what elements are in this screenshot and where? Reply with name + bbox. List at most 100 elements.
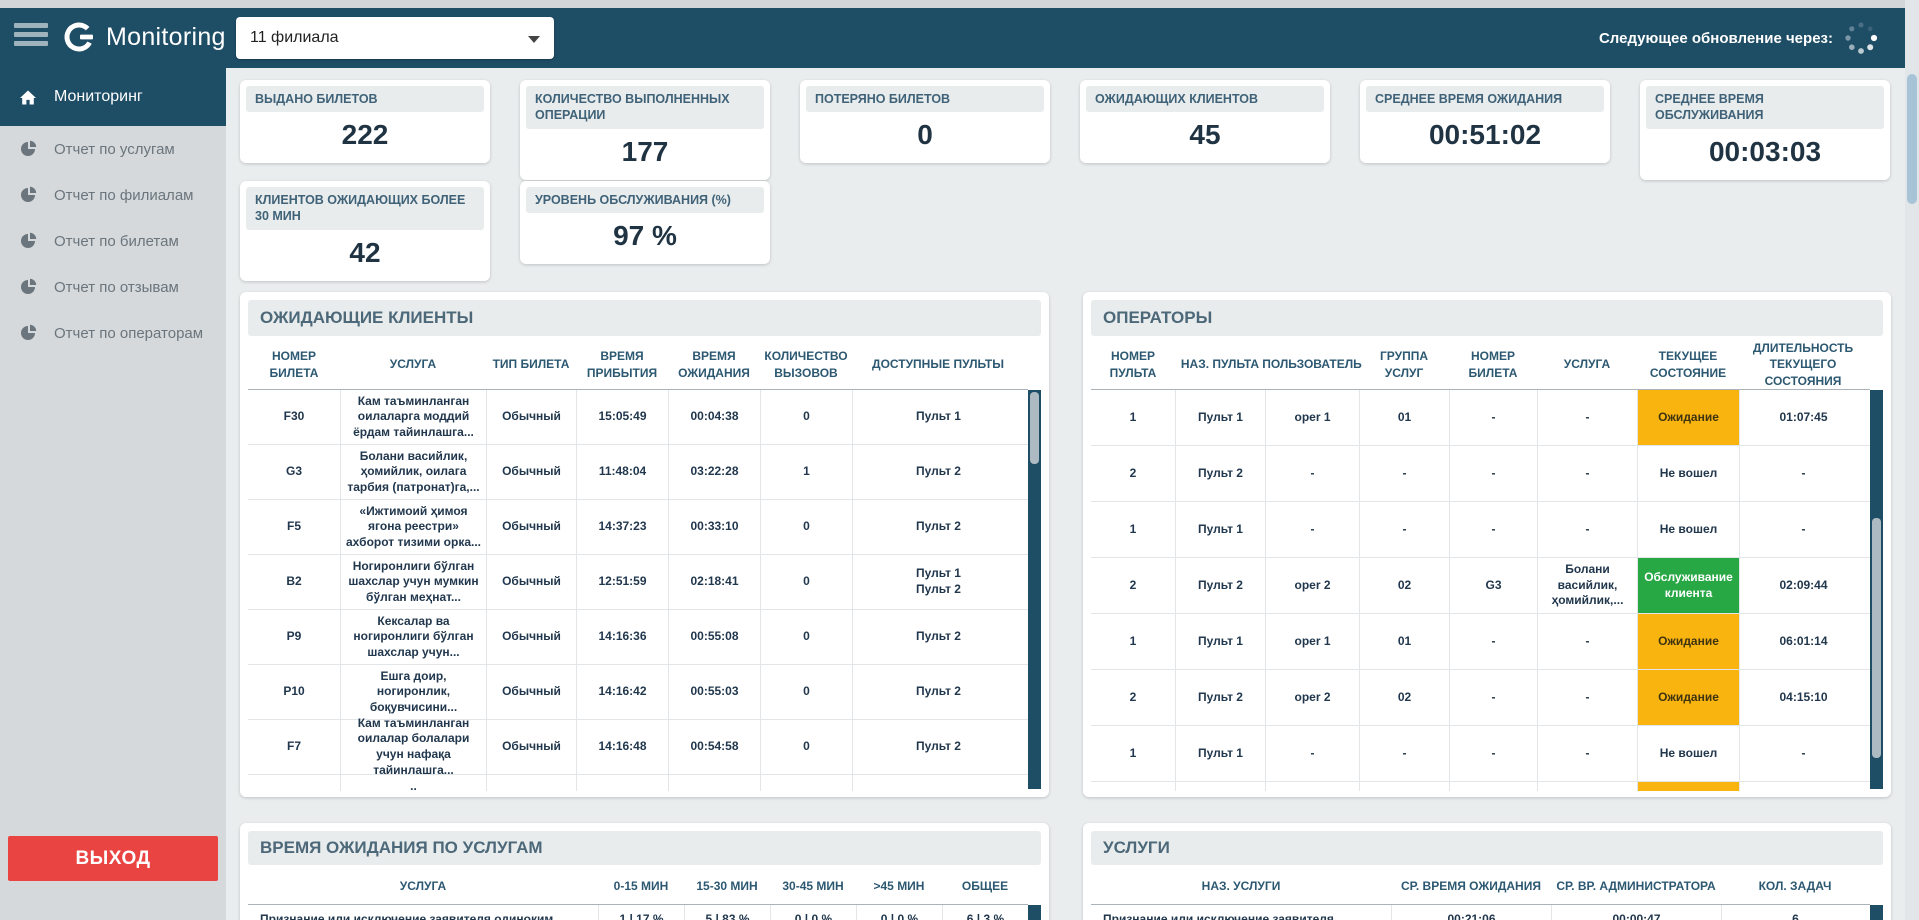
- table-cell: Пульт 2: [1175, 670, 1265, 725]
- logout-button[interactable]: ВЫХОД: [8, 836, 218, 881]
- table-header-row: НАЗ. УСЛУГИ СР. ВРЕМЯ ОЖИДАНИЯ СР. ВР. АДМ…: [1091, 869, 1870, 905]
- table-cell: 12:51:59: [576, 555, 668, 609]
- stat-cards-row-2: КЛИЕНТОВ ОЖИДАЮЩИХ БОЛЕЕ 30 МИН 42 УРОВЕ…: [240, 181, 770, 281]
- table-scrollbar[interactable]: [1028, 390, 1041, 789]
- table-cell: -: [1739, 446, 1867, 501]
- table-row: F5 «Ижтимоий ҳимоя ягона реестри» ахборот…: [248, 500, 1028, 555]
- table-cell: -: [1739, 502, 1867, 557]
- page-scrollbar[interactable]: [1905, 0, 1919, 920]
- table-cell: 14:16:48: [576, 720, 668, 774]
- app-logo: Monitoring: [62, 20, 226, 54]
- table-scrollbar[interactable]: [1870, 390, 1883, 789]
- table-row: B2 Ногиронлиги бўлган шахслар учун мумкин…: [248, 555, 1028, 610]
- column-header: НОМЕР БИЛЕТА: [269, 349, 319, 380]
- table-cell: -: [1739, 726, 1867, 781]
- refresh-status: Следующее обновление через:: [1599, 8, 1879, 68]
- table-cell: Ешга доир, ногиронлик, боқувчисини...: [340, 665, 486, 719]
- table-cell: 0: [760, 610, 852, 664]
- table-cell: 2: [1129, 689, 1137, 704]
- table-cell: P10: [283, 684, 305, 699]
- column-header: УСЛУГА: [389, 357, 437, 372]
- column-header: СР. ВРЕМЯ ОЖИДАНИЯ: [1401, 879, 1541, 894]
- page-scrollbar-thumb[interactable]: [1907, 74, 1917, 204]
- brand-icon: [62, 20, 96, 54]
- sidebar-item-label: Отчет по отзывам: [54, 278, 179, 296]
- sidebar-item-report-branches[interactable]: Отчет по филиалам: [0, 172, 226, 218]
- sidebar-item-label: Отчет по операторам: [54, 324, 204, 342]
- table-cell: [576, 775, 668, 791]
- stat-card-operations-done: КОЛИЧЕСТВО ВЫПОЛНЕННЫХ ОПЕРАЦИИ 177: [520, 80, 770, 180]
- column-header: СР. ВР. АДМИНИСТРАТОРА: [1556, 879, 1716, 894]
- table-cell: oper 2: [1265, 558, 1359, 613]
- stat-value: 45: [1189, 119, 1221, 151]
- table-cell: Пульт 1: [1175, 726, 1265, 781]
- sidebar-item-monitoring[interactable]: Мониторинг: [0, 68, 226, 126]
- table-cell: 01: [1359, 390, 1449, 445]
- table-cell: Пульт 2: [1175, 446, 1265, 501]
- panel-title: ВРЕМЯ ОЖИДАНИЯ ПО УСЛУГАМ: [248, 831, 1041, 865]
- table-cell: -: [1537, 726, 1637, 781]
- table-cell: Пульт 1 Пульт 2: [852, 555, 1024, 609]
- services-panel: УСЛУГИ НАЗ. УСЛУГИ СР. ВРЕМЯ ОЖИДАНИЯ СР. …: [1083, 823, 1891, 920]
- table-cell: 00:54:58: [668, 720, 760, 774]
- table-cell: 0: [760, 390, 852, 444]
- table-cell: 1: [1129, 633, 1137, 648]
- column-header: УСЛУГА: [1563, 357, 1611, 372]
- stat-value: 00:03:03: [1708, 135, 1822, 167]
- column-header: УСЛУГА: [399, 879, 447, 894]
- table-cell: Пульт 2: [1175, 558, 1265, 613]
- branch-selector[interactable]: 11 филиала: [236, 17, 554, 59]
- table-cell: oper 1: [1265, 614, 1359, 669]
- table-scrollbar[interactable]: [1028, 905, 1041, 920]
- table-cell: 0 | 0 %: [856, 905, 942, 920]
- table-cell: -: [1449, 670, 1537, 725]
- column-header: КОЛИЧЕСТВО ВЫЗОВОВ: [764, 349, 848, 380]
- table-row: F7 Кам таъминланган оилалар болалари учун…: [248, 716, 1028, 777]
- pie-chart-icon: [18, 231, 38, 251]
- table-header-row: УСЛУГА 0-15 МИН 15-30 МИН 30-45 МИН >45 МИН О…: [248, 869, 1028, 905]
- table-cell: Кам таъминланган оилаларга моддий ёрдам …: [340, 390, 486, 444]
- table-cell: 0: [760, 720, 852, 774]
- stat-label: УРОВЕНЬ ОБСЛУЖИВАНИЯ (%): [526, 187, 764, 214]
- stat-label: ПОТЕРЯНО БИЛЕТОВ: [806, 86, 1044, 113]
- table-cell: Болани васийлик, ҳомийлик,...: [1537, 558, 1637, 613]
- table-cell: 1: [1129, 521, 1137, 536]
- stat-card-service-level: УРОВЕНЬ ОБСЛУЖИВАНИЯ (%) 97 %: [520, 181, 770, 265]
- table-cell: Обычный: [486, 665, 576, 719]
- stat-value: 177: [621, 135, 669, 167]
- column-header: ТЕКУЩЕЕ СОСТОЯНИЕ: [1649, 349, 1727, 380]
- table-cell: 00:55:03: [668, 665, 760, 719]
- table-cell: 02:09:44: [1739, 558, 1867, 613]
- table-cell: Пульт 1: [1175, 502, 1265, 557]
- table-cell: Обычный: [486, 610, 576, 664]
- table-cell: Ожидание: [1637, 670, 1739, 725]
- sidebar-item-report-feedback[interactable]: Отчет по отзывам: [0, 264, 226, 310]
- sidebar-item-report-tickets[interactable]: Отчет по билетам: [0, 218, 226, 264]
- menu-icon[interactable]: [14, 23, 48, 53]
- table-cell: Кам таъминланган оилалар болалари учун н…: [340, 716, 486, 777]
- table-cell: 04:15:10: [1739, 670, 1867, 725]
- stat-label: ВЫДАНО БИЛЕТОВ: [246, 86, 484, 113]
- sidebar-item-report-services[interactable]: Отчет по услугам: [0, 126, 226, 172]
- table-cell: 01: [1359, 614, 1449, 669]
- table-cell: Пульт 1: [1175, 390, 1265, 445]
- table-cell: -: [1359, 502, 1449, 557]
- table-cell: [1091, 782, 1175, 791]
- table-cell: Обычный: [486, 445, 576, 499]
- table-cell: -: [1359, 726, 1449, 781]
- table-cell: [248, 775, 340, 791]
- table-cell: Болани васийлик, ҳомийлик, оилага тарбия…: [340, 445, 486, 499]
- table-cell: 0: [760, 665, 852, 719]
- table-cell: 1: [760, 445, 852, 499]
- sidebar-item-label: Мониторинг: [54, 88, 143, 105]
- table-cell: 14:16:42: [576, 665, 668, 719]
- branch-selector-value: 11 филиала: [250, 29, 339, 46]
- refresh-label: Следующее обновление через:: [1598, 29, 1833, 47]
- column-header: НОМЕР БИЛЕТА: [1468, 349, 1518, 380]
- home-icon: [18, 87, 38, 107]
- stat-label: КЛИЕНТОВ ОЖИДАЮЩИХ БОЛЕЕ 30 МИН: [246, 187, 484, 230]
- table-cell: -: [1449, 614, 1537, 669]
- table-scrollbar[interactable]: [1870, 905, 1883, 920]
- sidebar-item-report-operators[interactable]: Отчет по операторам: [0, 310, 226, 356]
